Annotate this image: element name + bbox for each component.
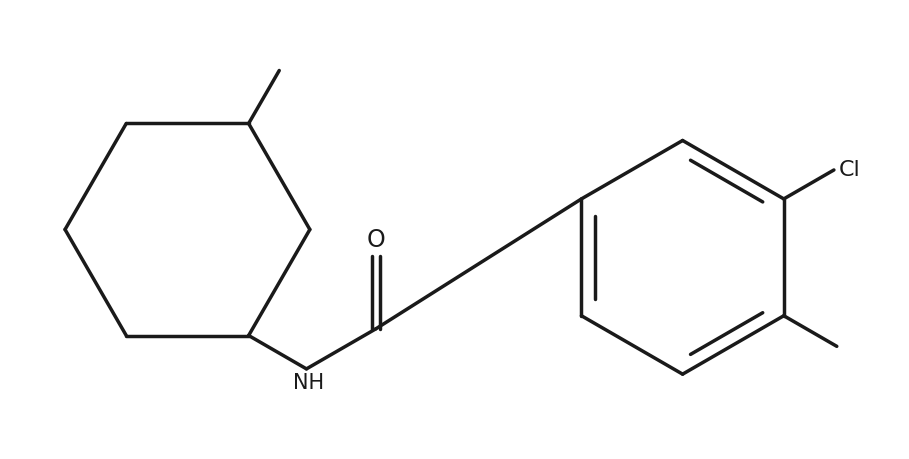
Text: O: O [366, 228, 385, 252]
Text: Cl: Cl [838, 160, 860, 180]
Text: NH: NH [293, 373, 325, 393]
